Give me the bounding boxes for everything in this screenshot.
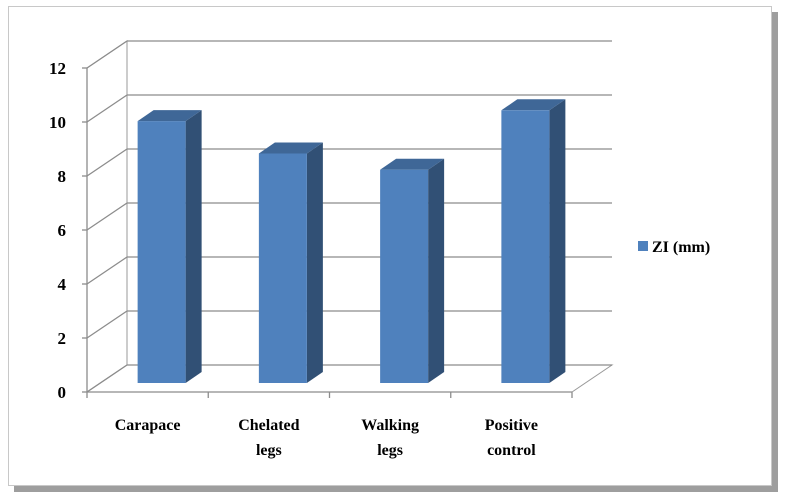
legend: ZI (mm)	[638, 239, 710, 256]
bar-front	[380, 169, 429, 383]
bar	[137, 110, 202, 383]
gridline-side	[86, 202, 128, 231]
bar-top	[137, 110, 202, 122]
x-tick-label: Chelated	[238, 417, 299, 434]
gridline-side	[86, 94, 128, 123]
gridline-side	[86, 148, 128, 177]
y-tick-label: 2	[58, 329, 67, 348]
bar	[501, 99, 566, 384]
legend-swatch	[638, 241, 648, 251]
bar-front	[258, 153, 307, 383]
x-tick-label: Positive	[485, 417, 538, 434]
gridline-side	[86, 40, 128, 69]
y-tick-labels: 0 2 4 6 8 10 12	[49, 59, 67, 402]
legend-label: ZI (mm)	[652, 239, 710, 256]
y-tick-label: 10	[49, 113, 66, 132]
bar-side	[185, 110, 202, 383]
y-tick-label: 12	[49, 59, 66, 78]
gridline-side	[86, 310, 128, 339]
x-tick-label: legs	[256, 442, 282, 459]
bar-side	[549, 99, 566, 384]
bar	[258, 142, 323, 383]
y-tick-label: 8	[58, 167, 67, 186]
bar-side	[428, 158, 445, 383]
bar-side	[306, 142, 323, 383]
y-tick-label: 6	[58, 221, 67, 240]
bar-top	[380, 158, 445, 170]
bar	[380, 158, 445, 383]
x-tick-label: control	[487, 442, 536, 459]
x-tick-label: legs	[377, 442, 403, 459]
x-tick-labels: Carapace Chelated legs Walking legs Positive c…	[115, 417, 538, 459]
x-tick-label: Carapace	[115, 417, 181, 434]
bars	[137, 99, 566, 384]
bar-front	[137, 121, 186, 383]
gridline-side	[86, 256, 128, 285]
y-tick-label: 0	[58, 383, 67, 402]
gridline-side	[86, 364, 128, 393]
bar-front	[501, 110, 550, 384]
axes	[82, 67, 573, 398]
bar-top	[501, 99, 566, 111]
y-tick-label: 4	[58, 275, 67, 294]
bar-top	[258, 142, 323, 154]
x-tick-label: Walking	[361, 417, 419, 434]
